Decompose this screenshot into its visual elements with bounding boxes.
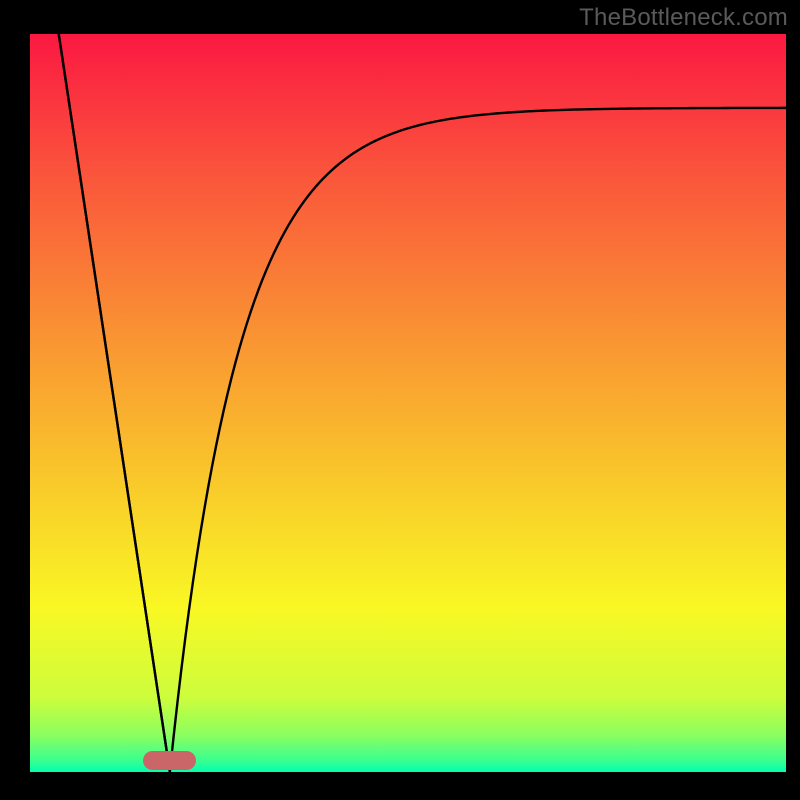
chart-container: TheBottleneck.com bbox=[0, 0, 800, 800]
bottleneck-curve bbox=[30, 34, 786, 772]
plot-area bbox=[30, 34, 786, 772]
bottleneck-marker bbox=[143, 751, 196, 770]
watermark-text: TheBottleneck.com bbox=[579, 4, 788, 32]
